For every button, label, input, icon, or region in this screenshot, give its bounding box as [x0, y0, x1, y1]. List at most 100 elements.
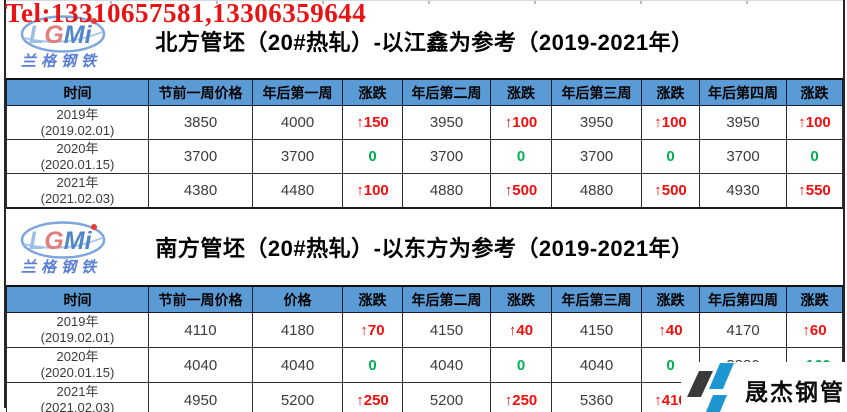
value-cell: 3700: [148, 139, 253, 174]
header-cell: 年后第四周: [699, 78, 787, 106]
lgmi-letters: LGMi: [29, 227, 93, 255]
header-cell: 涨跌: [641, 285, 700, 313]
change-cell: ↑60: [786, 312, 843, 348]
lgmi-subtext: 兰格钢铁: [21, 53, 101, 70]
change-cell: 0: [490, 139, 552, 174]
change-cell: ↑100: [490, 105, 552, 140]
shengjie-watermark: 晟杰钢管: [681, 362, 847, 412]
table-row: 2019年 (2019.02.01) 4110 4180 ↑70 4150 ↑40 4150 ↑…: [6, 312, 843, 348]
change-cell: ↑100: [786, 105, 843, 140]
sheet-frame: LGMi 兰格钢铁 北方管坯（20#热轧）-以江鑫为参考（2019-2021年）…: [4, 0, 845, 412]
change-cell: ↑550: [786, 173, 843, 209]
change-cell: ↑150: [342, 105, 403, 140]
time-cell: 2019年 (2019.02.01): [6, 105, 149, 140]
change-cell: ↑40: [641, 312, 700, 348]
time-cell: 2021年 (2021.02.03): [6, 382, 149, 412]
lgmi-i-dot: [91, 18, 97, 24]
change-cell: ↑250: [342, 382, 403, 412]
header-cell: 涨跌: [342, 78, 403, 106]
header-cell: 年后第一周: [252, 78, 343, 106]
value-cell: 3950: [551, 105, 642, 140]
value-cell: 4880: [402, 173, 491, 209]
table-row: 2020年 (2020.01.15) 3700 3700 0 3700 0 3700 0 3700…: [6, 139, 843, 174]
header-row: 时间 节前一周价格 年后第一周 涨跌 年后第二周 涨跌 年后第三周 涨跌 年后第四周 涨跌: [6, 78, 843, 106]
top-cell-ticks: [6, 0, 843, 4]
header-cell: 节前一周价格: [148, 285, 253, 313]
value-cell: 3700: [551, 139, 642, 174]
value-cell: 5200: [252, 382, 343, 412]
time-cell: 2019年 (2019.02.01): [6, 312, 149, 348]
value-cell: 4170: [699, 312, 787, 348]
change-cell: 0: [641, 139, 700, 174]
header-cell: 涨跌: [786, 78, 843, 106]
shengjie-logo-icon: [687, 363, 734, 412]
change-cell: ↑100: [641, 105, 700, 140]
header-row: 时间 节前一周价格 价格 涨跌 年后第二周 涨跌 年后第三周 涨跌 年后第四周 涨跌: [6, 285, 843, 313]
value-cell: 4040: [402, 347, 491, 383]
change-cell: 0: [342, 347, 403, 383]
lgmi-subtext: 兰格钢铁: [21, 259, 101, 276]
header-cell: 年后第三周: [551, 78, 642, 106]
value-cell: 4380: [148, 173, 253, 209]
south-title-bar: LGMi 兰格钢铁 南方管坯（20#热轧）-以东方为参考（2019-2021年）: [6, 209, 843, 285]
value-cell: 3700: [402, 139, 491, 174]
value-cell: 4040: [148, 347, 253, 383]
value-cell: 3700: [252, 139, 343, 174]
change-cell: ↑40: [490, 312, 552, 348]
lgmi-i-dot: [91, 224, 97, 230]
change-cell: 0: [786, 139, 843, 174]
value-cell: 3950: [699, 105, 787, 140]
time-cell: 2021年 (2021.02.03): [6, 173, 149, 209]
time-cell: 2020年 (2020.01.15): [6, 347, 149, 383]
shengjie-logo-text: 晟杰钢管: [745, 379, 845, 405]
value-cell: 3850: [148, 105, 253, 140]
table-row: 2021年 (2021.02.03) 4380 4480 ↑100 4880 ↑500 488…: [6, 173, 843, 209]
header-cell: 涨跌: [490, 78, 552, 106]
change-cell: ↑70: [342, 312, 403, 348]
table-row: 2020年(2020.01.15)40404040040400404003880…: [6, 347, 843, 383]
header-cell: 价格: [252, 285, 343, 313]
header-cell: 涨跌: [786, 285, 843, 313]
change-cell: 0: [342, 139, 403, 174]
change-cell: 0: [641, 347, 700, 383]
header-cell: 涨跌: [641, 78, 700, 106]
north-table-title: 北方管坯（20#热轧）-以江鑫为参考（2019-2021年）: [155, 30, 694, 55]
header-cell: 年后第三周: [551, 285, 642, 313]
value-cell: 3950: [402, 105, 491, 140]
change-cell: 0: [490, 347, 552, 383]
value-cell: 4110: [148, 312, 253, 348]
north-price-table: 时间 节前一周价格 年后第一周 涨跌 年后第二周 涨跌 年后第三周 涨跌 年后第四周 涨跌 201…: [6, 78, 843, 209]
header-cell: 时间: [6, 78, 149, 106]
change-cell: ↑500: [490, 173, 552, 209]
change-cell: ↑100: [342, 173, 403, 209]
header-cell: 节前一周价格: [148, 78, 253, 106]
value-cell: 4180: [252, 312, 343, 348]
value-cell: 5200: [402, 382, 491, 412]
header-cell: 涨跌: [490, 285, 552, 313]
header-cell: 年后第二周: [402, 285, 491, 313]
value-cell: 4150: [551, 312, 642, 348]
change-cell: ↑250: [490, 382, 552, 412]
value-cell: 4480: [252, 173, 343, 209]
value-cell: 4930: [699, 173, 787, 209]
lgmi-logo-icon: LGMi 兰格钢铁: [20, 221, 106, 276]
table-row: 2019年 (2019.02.01) 3850 4000 ↑150 3950 ↑100 395…: [6, 105, 843, 140]
tel-banner: Tel:13310657581,13306359644: [5, 0, 367, 28]
lgmi-logo-icon: LGMi 兰格钢铁: [20, 15, 106, 70]
value-cell: 4150: [402, 312, 491, 348]
change-cell: ↑500: [641, 173, 700, 209]
value-cell: 4040: [252, 347, 343, 383]
value-cell: 3700: [699, 139, 787, 174]
header-cell: 年后第四周: [699, 285, 787, 313]
south-table-title: 南方管坯（20#热轧）-以东方为参考（2019-2021年）: [155, 236, 694, 261]
value-cell: 4950: [148, 382, 253, 412]
value-cell: 5360: [551, 382, 642, 412]
header-cell: 涨跌: [342, 285, 403, 313]
value-cell: 4040: [551, 347, 642, 383]
value-cell: 4880: [551, 173, 642, 209]
header-cell: 年后第二周: [402, 78, 491, 106]
lgmi-letters: LGMi: [29, 21, 93, 49]
time-cell: 2020年 (2020.01.15): [6, 139, 149, 174]
north-title-bar: LGMi 兰格钢铁 北方管坯（20#热轧）-以江鑫为参考（2019-2021年）: [6, 4, 843, 78]
